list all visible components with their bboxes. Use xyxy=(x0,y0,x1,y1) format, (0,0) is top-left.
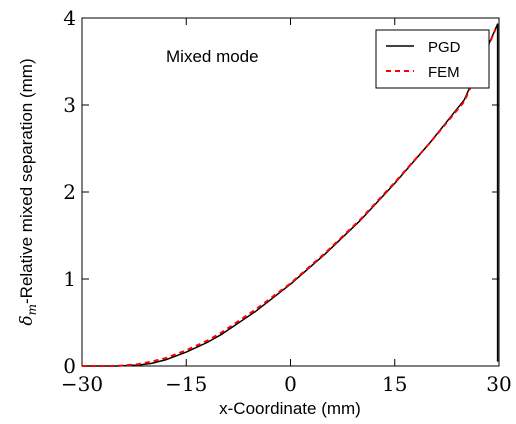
y-tick-label: 0 xyxy=(63,354,76,378)
series-line-pgd xyxy=(82,23,499,367)
x-tick-label: 15 xyxy=(382,372,407,396)
y-axis-text: -Relative mixed separation (mm) xyxy=(17,58,36,304)
x-tick-label: −30 xyxy=(61,372,103,396)
series-line-fem xyxy=(82,28,497,367)
x-axis-label: x-Coordinate (mm) xyxy=(219,399,361,418)
legend-label-pgd: PGD xyxy=(428,39,461,56)
x-tick-label: 0 xyxy=(284,372,297,396)
legend-label-fem: FEM xyxy=(428,64,460,81)
y-axis-symbol: δ xyxy=(17,315,37,325)
ticks: −30 −15 0 15 30 0 1 2 3 4 xyxy=(61,6,512,396)
x-tick-label: 30 xyxy=(486,372,511,396)
y-tick-label: 3 xyxy=(63,93,76,117)
y-axis-subscript: m xyxy=(25,304,39,315)
y-tick-label: 4 xyxy=(63,6,76,30)
y-tick-label: 2 xyxy=(63,180,76,204)
legend-box xyxy=(375,29,490,89)
y-axis-label: δm-Relative mixed separation (mm) xyxy=(17,58,39,325)
mode-annotation: Mixed mode xyxy=(166,47,259,66)
y-tick-label: 1 xyxy=(63,267,76,291)
x-tick-label: −15 xyxy=(165,372,207,396)
legend: PGD FEM xyxy=(375,29,490,89)
series-layer xyxy=(82,23,499,367)
